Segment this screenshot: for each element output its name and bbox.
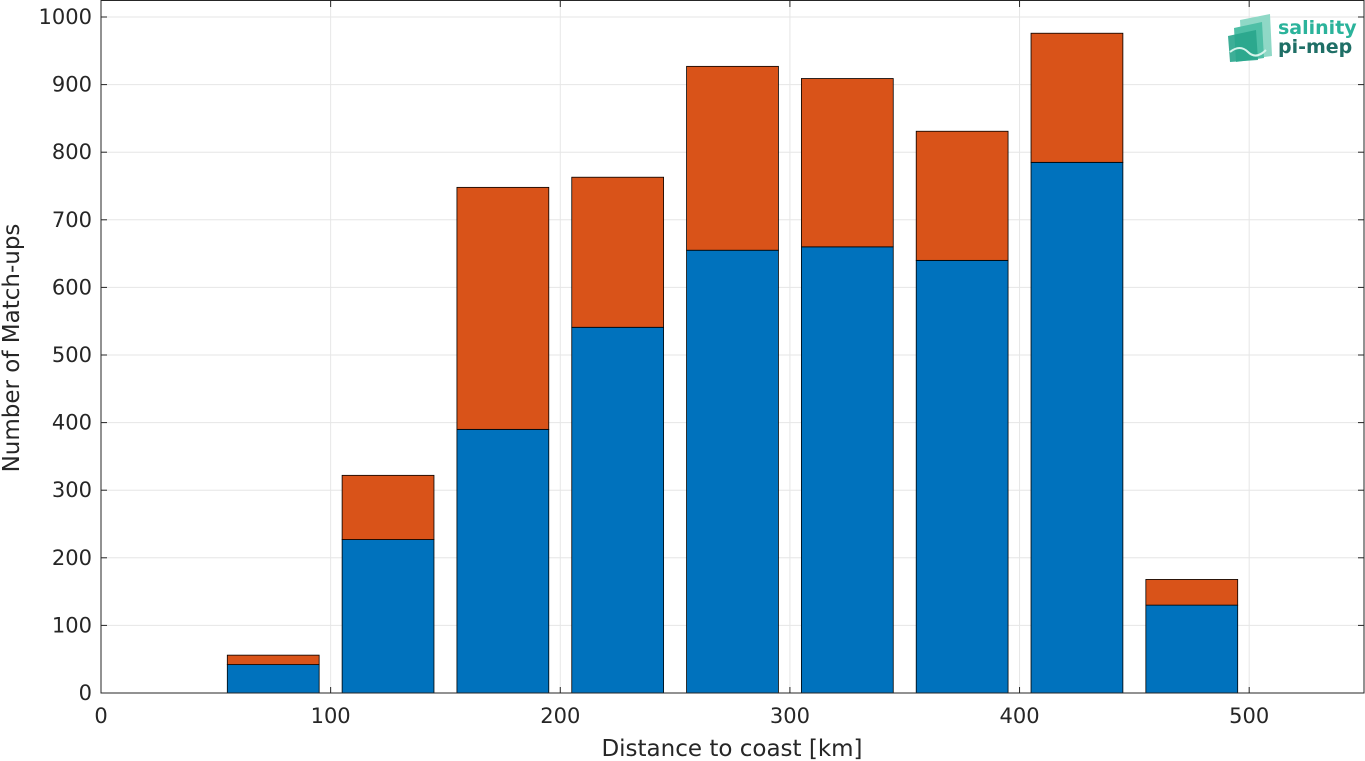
x-tick-label: 300 <box>770 704 810 728</box>
bar-series-1-275 <box>686 249 779 694</box>
logo: salinity pi-mep <box>1228 14 1357 62</box>
logo-text-pi-mep: pi-mep <box>1278 36 1352 58</box>
x-axis-label: Distance to coast [km] <box>601 736 862 761</box>
bar-series-1-475 <box>1145 604 1239 694</box>
y-tick-label: 800 <box>52 140 92 164</box>
bar-series-2-125 <box>341 474 435 540</box>
bar-series-2-325 <box>800 78 894 248</box>
bar-series-2-425 <box>1030 32 1124 163</box>
bar-series-1-425 <box>1030 161 1124 694</box>
y-tick-label: 900 <box>52 73 92 97</box>
bar-series-2-375 <box>915 130 1009 261</box>
bar-series-1-175 <box>456 428 550 694</box>
bar-series-1-75 <box>226 664 320 694</box>
bar-series-2-275 <box>686 65 779 251</box>
bar-series-2-475 <box>1145 579 1239 606</box>
bar-series-1-125 <box>341 539 435 694</box>
bars <box>112 32 1353 694</box>
x-tick-label: 0 <box>94 704 107 728</box>
bar-series-1-325 <box>800 246 894 694</box>
x-tick-label: 200 <box>540 704 580 728</box>
bar-series-2-225 <box>571 176 665 328</box>
x-tick-label: 400 <box>999 704 1039 728</box>
y-tick-label: 1000 <box>39 5 92 29</box>
y-tick-label: 700 <box>52 208 92 232</box>
bar-series-1-225 <box>571 326 665 694</box>
y-tick-label: 400 <box>52 411 92 435</box>
y-tick-label: 300 <box>52 478 92 502</box>
bar-series-2-175 <box>456 186 550 430</box>
y-tick-label: 100 <box>52 613 92 637</box>
x-tick-label: 500 <box>1229 704 1269 728</box>
y-tick-label: 0 <box>79 681 92 705</box>
x-ticks: 0 100 200 300 400 500 <box>94 1 1269 728</box>
axes-box <box>100 0 1365 694</box>
y-tick-label: 500 <box>52 343 92 367</box>
y-tick-label: 600 <box>52 275 92 299</box>
y-tick-label: 200 <box>52 546 92 570</box>
bar-series-1-375 <box>915 259 1009 694</box>
logo-text-salinity: salinity <box>1278 17 1357 39</box>
y-ticks: 0 100 200 300 400 500 600 700 800 900 1000 <box>39 5 1364 705</box>
bar-series-2-75 <box>226 654 320 666</box>
wave-icon <box>1228 14 1272 62</box>
y-axis-label: Number of Match-ups <box>0 224 25 473</box>
x-tick-label: 100 <box>311 704 351 728</box>
